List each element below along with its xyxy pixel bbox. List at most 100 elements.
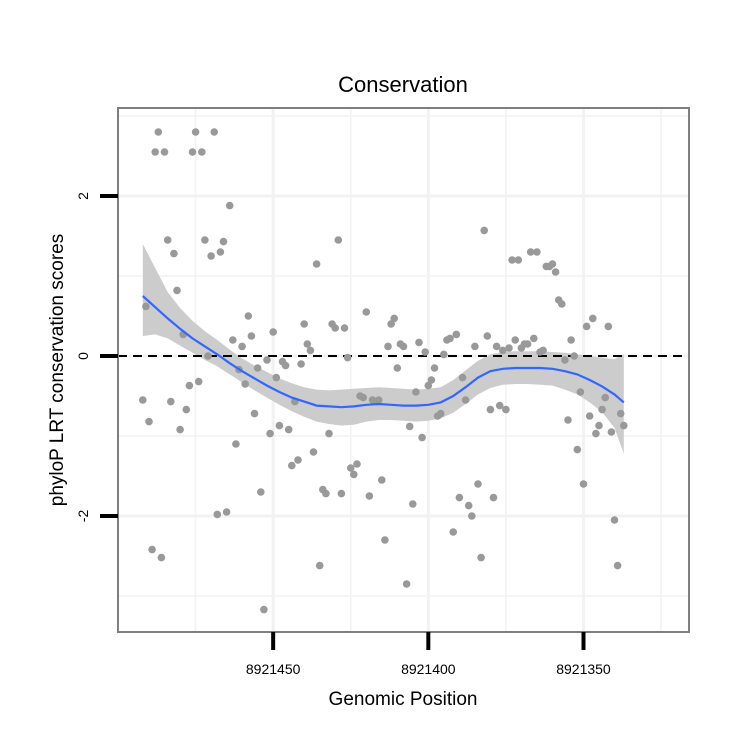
smooth-line [142,295,625,409]
data-point [610,516,619,524]
data-point [446,334,454,343]
data-point [232,440,240,448]
data-point [452,330,461,339]
data-point [343,353,352,362]
data-point [378,476,386,484]
data-point [315,561,324,570]
data-point [405,422,414,431]
data-point [589,314,597,323]
data-point [390,314,399,323]
data-point [163,236,172,244]
data-point [471,342,479,351]
data-point [387,320,395,328]
data-point [492,342,501,351]
data-point [489,493,498,502]
data-point [241,380,249,388]
data-point [272,373,281,382]
data-point [576,388,585,396]
data-point [468,512,476,520]
data-point [381,536,389,544]
data-point [216,248,225,256]
x-axis-title: Genomic Position [329,689,478,710]
data-point [523,340,532,348]
data-point [533,248,541,256]
data-point [601,393,609,402]
data-point [281,361,290,370]
data-point [573,445,582,454]
plot-panel [117,107,690,633]
data-point [148,545,156,554]
data-point [222,508,231,516]
data-point [288,461,296,470]
data-point [595,421,603,430]
panel-border [117,107,690,633]
data-point [213,510,222,519]
data-point [499,346,507,355]
data-point [579,480,588,488]
data-point [238,342,246,351]
data-point [505,344,513,352]
data-point [558,300,566,308]
data-point [160,148,169,156]
data-point [154,128,163,136]
data-point [176,425,184,434]
data-point [185,381,194,390]
data-point [582,322,591,331]
data-point [508,256,516,264]
data-point [337,489,346,498]
data-point [592,429,600,438]
data-point [269,328,278,336]
data-point [564,416,572,424]
data-point [607,428,616,436]
data-point [145,417,153,426]
data-point [229,336,237,344]
data-point [514,256,523,264]
data-point [551,268,560,276]
data-point [464,501,473,510]
data-point [436,409,445,418]
data-point [325,429,333,438]
data-point [458,373,467,382]
x-tick-label: 8921400 [401,661,456,677]
data-point [170,249,178,258]
data-point [511,336,519,344]
data-point [194,377,203,386]
data-point [306,346,315,355]
data-point [418,433,426,442]
data-point [384,342,392,351]
data-point [257,488,265,496]
data-point [260,605,268,614]
data-point [495,401,504,410]
data-point [374,396,383,404]
data-point [157,553,166,562]
chart-title: Conservation [338,72,468,97]
data-point [526,248,535,256]
data-point [430,364,439,372]
data-point [365,492,374,500]
data-point [303,340,312,348]
data-point [297,360,305,368]
data-point [455,493,464,502]
data-point [440,350,448,359]
data-point [449,528,458,536]
data-point [207,252,215,260]
data-point [620,421,628,430]
data-point [142,302,150,311]
data-point [253,364,262,372]
data-point [502,405,510,414]
data-point [483,332,492,340]
data-point [362,308,371,316]
x-tick-label: 8921350 [556,661,611,677]
data-point [402,580,411,588]
data-point [424,381,433,390]
data-point [188,148,197,156]
y-axis-title: phyloP LRT conservation scores [47,234,68,507]
data-point [570,352,578,360]
data-point [198,148,206,156]
data-point [616,409,625,418]
y-tick-label: 2 [75,192,91,200]
data-point [421,348,430,356]
data-point [340,324,349,332]
data-point [250,409,259,418]
data-point [350,470,358,479]
